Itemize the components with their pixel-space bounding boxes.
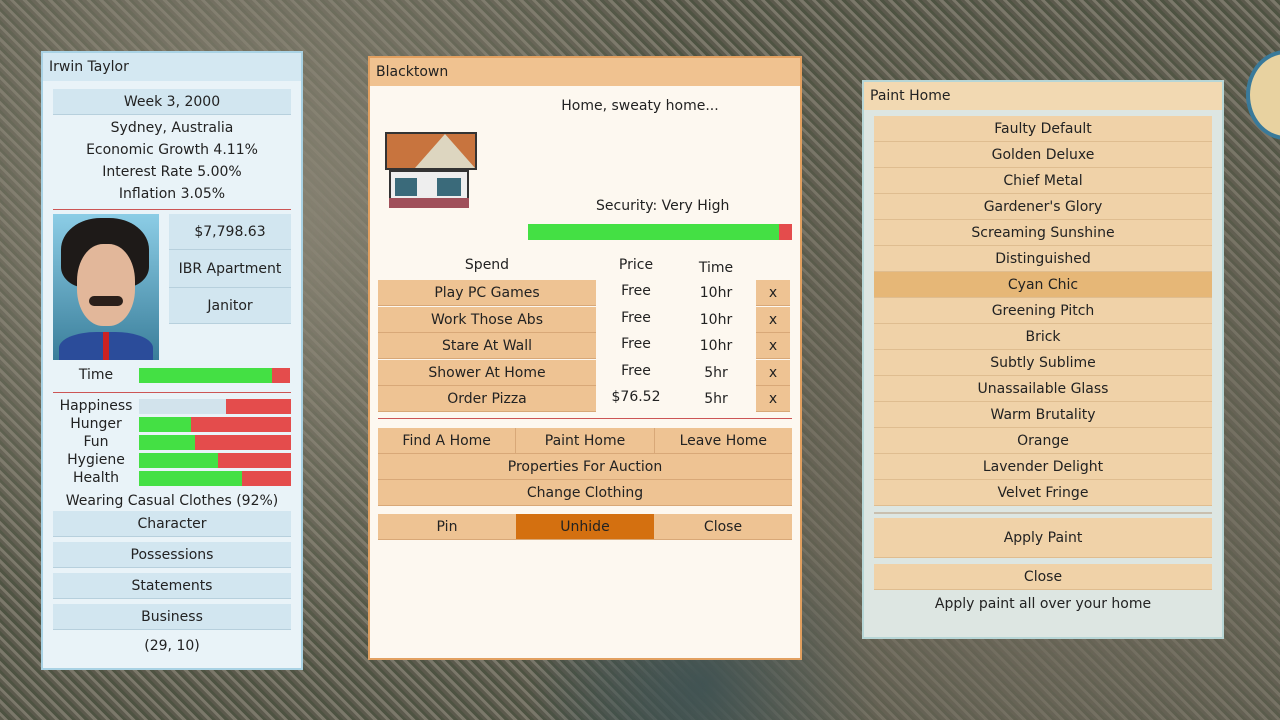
avatar <box>53 214 159 360</box>
paint-option[interactable]: Greening Pitch <box>874 298 1212 324</box>
activity-price: Free <box>621 283 651 299</box>
activity-row: Play PC Games Free 10hr x <box>378 280 792 307</box>
clothing-status: Wearing Casual Clothes (92%) <box>65 493 279 509</box>
character-name: Irwin Taylor <box>43 53 301 81</box>
economic-growth: Economic Growth 4.11% <box>86 142 258 158</box>
paint-option[interactable]: Brick <box>874 324 1212 350</box>
activity-row: Shower At Home Free 5hr x <box>378 359 792 387</box>
stat-hygiene: Hygiene <box>53 451 291 469</box>
paint-option[interactable]: Chief Metal <box>874 168 1212 194</box>
stat-happiness: Happiness <box>53 397 291 415</box>
auction-button[interactable]: Properties For Auction <box>378 454 792 480</box>
security-label: Security: Very High <box>596 198 730 214</box>
price-header: Price <box>618 257 654 273</box>
paint-option[interactable]: Distinguished <box>874 246 1212 272</box>
business-button[interactable]: Business <box>53 604 291 630</box>
map-coordinates: (29, 10) <box>144 638 200 654</box>
stat-bar <box>139 416 291 432</box>
paint-option[interactable]: Cyan Chic <box>874 272 1212 298</box>
house-image <box>385 132 477 210</box>
paint-option[interactable]: Warm Brutality <box>874 402 1212 428</box>
activity-time: 10hr <box>699 311 733 328</box>
time-bar: Time <box>53 366 291 384</box>
activity-price: Free <box>621 336 651 353</box>
paint-option[interactable]: Orange <box>874 428 1212 454</box>
home-message: Home, sweaty home... <box>561 98 719 114</box>
food-badge-icon[interactable] <box>1246 50 1280 140</box>
remove-activity-button[interactable]: x <box>756 359 790 386</box>
pin-button[interactable]: Pin <box>378 514 516 540</box>
stat-bar <box>139 434 291 450</box>
activity-row: Stare At Wall Free 10hr x <box>378 333 792 360</box>
remove-activity-button[interactable]: x <box>756 306 790 333</box>
change-clothing-button[interactable]: Change Clothing <box>378 480 792 506</box>
home-title: Blacktown <box>370 58 800 86</box>
stat-bar <box>139 398 291 414</box>
stat-health: Health <box>53 469 291 487</box>
leave-home-button[interactable]: Leave Home <box>653 428 792 454</box>
paint-option[interactable]: Faulty Default <box>874 116 1212 142</box>
character-panel: Irwin Taylor Week 3, 2000 Sydney, Austra… <box>41 51 303 670</box>
statements-button[interactable]: Statements <box>53 573 291 599</box>
activity-button[interactable]: Stare At Wall <box>378 333 596 360</box>
activity-time: 5hr <box>704 364 728 381</box>
paint-home-panel: Paint Home Faulty Default Golden Deluxe Ch… <box>862 80 1224 639</box>
paint-option[interactable]: Golden Deluxe <box>874 142 1212 168</box>
remove-activity-button[interactable]: x <box>756 386 790 413</box>
security-bar <box>528 224 792 240</box>
paint-option[interactable]: Lavender Delight <box>874 454 1212 480</box>
stat-label: Fun <box>83 434 109 450</box>
stat-hunger: Hunger <box>53 415 291 433</box>
time-label: Time <box>78 367 114 383</box>
activity-button[interactable]: Order Pizza <box>378 386 596 413</box>
paint-hint: Apply paint all over your home <box>934 596 1152 612</box>
activity-price: Free <box>621 362 651 379</box>
date-display: Week 3, 2000 <box>53 89 291 115</box>
activity-time: 10hr <box>699 338 733 355</box>
activity-price: $76.52 <box>611 389 661 406</box>
activity-button[interactable]: Play PC Games <box>378 280 596 306</box>
paint-option[interactable]: Screaming Sunshine <box>874 220 1212 246</box>
paint-option[interactable]: Velvet Fringe <box>874 480 1212 506</box>
paint-option[interactable]: Gardener's Glory <box>874 194 1212 220</box>
activity-time: 5hr <box>704 391 728 408</box>
activity-button[interactable]: Shower At Home <box>378 359 596 386</box>
paint-home-button[interactable]: Paint Home <box>515 428 654 454</box>
paint-option[interactable]: Unassailable Glass <box>874 376 1212 402</box>
activity-button[interactable]: Work Those Abs <box>378 306 596 333</box>
paint-option[interactable]: Subtly Sublime <box>874 350 1212 376</box>
remove-activity-button[interactable]: x <box>756 280 790 306</box>
close-button[interactable]: Close <box>654 514 792 540</box>
money-button[interactable]: $7,798.63 <box>169 214 291 250</box>
paint-title: Paint Home <box>864 82 1222 110</box>
stat-label: Hygiene <box>67 452 125 468</box>
location: Sydney, Australia <box>110 120 234 136</box>
interest-rate: Interest Rate 5.00% <box>102 164 242 180</box>
home-button[interactable]: IBR Apartment <box>169 250 291 288</box>
activity-price: Free <box>621 309 651 326</box>
character-button[interactable]: Character <box>53 511 291 537</box>
remove-activity-button[interactable]: x <box>756 333 790 360</box>
possessions-button[interactable]: Possessions <box>53 542 291 568</box>
activity-row: Work Those Abs Free 10hr x <box>378 306 792 334</box>
stat-fun: Fun <box>53 433 291 451</box>
stat-label: Happiness <box>59 398 133 414</box>
activity-row: Order Pizza $76.52 5hr x <box>378 386 792 413</box>
spend-header: Spend <box>464 257 510 273</box>
time-header: Time <box>698 260 734 276</box>
stat-label: Hunger <box>70 416 122 432</box>
stat-label: Health <box>73 470 119 486</box>
find-home-button[interactable]: Find A Home <box>378 428 516 454</box>
stat-bar <box>139 470 291 486</box>
unhide-button[interactable]: Unhide <box>516 514 654 540</box>
home-panel: Blacktown Home, sweaty home... Security:… <box>368 56 802 660</box>
paint-close-button[interactable]: Close <box>874 564 1212 590</box>
job-button[interactable]: Janitor <box>169 288 291 324</box>
stat-bar <box>139 452 291 468</box>
apply-paint-button[interactable]: Apply Paint <box>874 518 1212 558</box>
inflation: Inflation 3.05% <box>118 186 226 202</box>
activity-time: 10hr <box>699 285 733 301</box>
